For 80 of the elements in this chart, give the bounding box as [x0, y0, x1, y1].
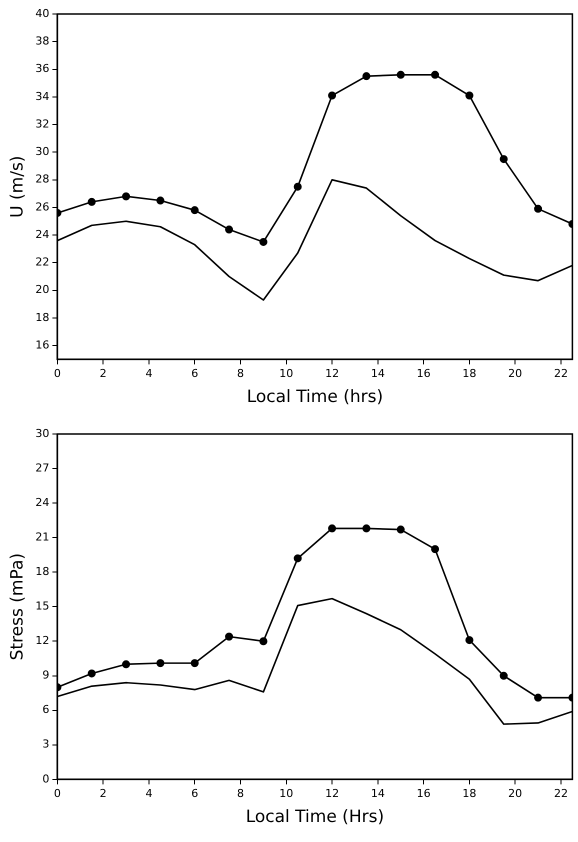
- y-tick-label: 26: [35, 200, 50, 214]
- y-tick-label: 16: [35, 338, 50, 352]
- y-tick-label: 18: [35, 565, 50, 578]
- y-tick-label: 21: [35, 530, 50, 544]
- x-tick-label: 2: [100, 786, 107, 800]
- x-tick-label: 2: [100, 366, 107, 380]
- x-tick-label: 4: [145, 366, 152, 380]
- y-tick-label: 3: [42, 738, 50, 751]
- x-tick-label: 10: [279, 366, 294, 380]
- point: [396, 526, 405, 534]
- x-tick-label: 18: [462, 786, 476, 800]
- y-tick-label: 27: [35, 461, 50, 474]
- point: [328, 524, 336, 532]
- y-tick-label: 30: [35, 426, 50, 440]
- point: [190, 206, 199, 214]
- x-tick-label: 14: [370, 366, 385, 380]
- point: [362, 72, 370, 80]
- y-tick-label: 38: [35, 34, 50, 48]
- point: [500, 155, 508, 164]
- x-tick-label: 6: [191, 366, 198, 380]
- x-tick-label: 22: [554, 366, 568, 380]
- x-tick-label: 16: [416, 366, 431, 380]
- point: [534, 694, 542, 702]
- point: [122, 192, 130, 200]
- point: [431, 545, 440, 554]
- y-tick-label: 28: [35, 172, 50, 186]
- point: [225, 632, 234, 641]
- point: [465, 636, 474, 644]
- y-tick-label: 12: [35, 634, 50, 648]
- point: [259, 637, 268, 646]
- y-tick-label: 24: [35, 228, 50, 241]
- y-tick-label: 18: [35, 310, 50, 324]
- point: [294, 554, 302, 562]
- point: [122, 660, 130, 668]
- x-axis-title: Local Time (Hrs): [246, 807, 384, 828]
- x-tick-label: 16: [416, 786, 431, 800]
- x-tick-label: 18: [462, 366, 476, 380]
- point: [500, 672, 508, 680]
- y-tick-label: 9: [42, 668, 50, 682]
- point: [88, 198, 96, 206]
- x-tick-label: 4: [145, 786, 152, 800]
- point: [534, 204, 542, 213]
- y-tick-label: 24: [35, 496, 50, 509]
- x-tick-label: 10: [279, 786, 294, 800]
- x-tick-label: 12: [325, 786, 340, 800]
- y-tick-label: 15: [35, 600, 50, 613]
- point: [259, 238, 268, 246]
- point: [328, 92, 336, 100]
- point: [362, 524, 370, 532]
- y-tick-label: 22: [35, 256, 50, 269]
- x-tick-label: 12: [325, 366, 340, 380]
- point: [396, 70, 405, 79]
- point: [431, 70, 440, 79]
- y-tick-label: 30: [35, 145, 50, 158]
- y-axis-title: U (m/s): [8, 156, 28, 218]
- point: [190, 659, 199, 668]
- x-tick-label: 0: [54, 366, 61, 380]
- y-tick-label: 40: [35, 6, 50, 20]
- x-axis-title: Local Time (hrs): [246, 387, 384, 408]
- x-tick-label: 20: [508, 366, 522, 380]
- x-tick-label: 14: [370, 786, 385, 800]
- point: [156, 196, 164, 205]
- y-tick-label: 20: [35, 283, 50, 296]
- x-tick-label: 8: [237, 366, 244, 380]
- point: [88, 669, 96, 678]
- y-axis-title: Stress (mPa): [8, 553, 28, 660]
- point: [465, 92, 474, 100]
- point: [225, 226, 234, 234]
- y-tick-label: 32: [35, 117, 50, 130]
- x-tick-label: 0: [54, 786, 61, 800]
- x-tick-label: 8: [237, 786, 244, 800]
- x-tick-label: 22: [554, 786, 568, 800]
- y-tick-label: 34: [35, 90, 50, 103]
- y-tick-label: 0: [42, 772, 50, 786]
- point: [294, 182, 302, 191]
- y-tick-label: 36: [35, 62, 50, 76]
- x-tick-label: 20: [508, 786, 522, 800]
- y-tick-label: 6: [42, 703, 50, 716]
- point: [156, 659, 164, 668]
- x-tick-label: 6: [191, 786, 198, 800]
